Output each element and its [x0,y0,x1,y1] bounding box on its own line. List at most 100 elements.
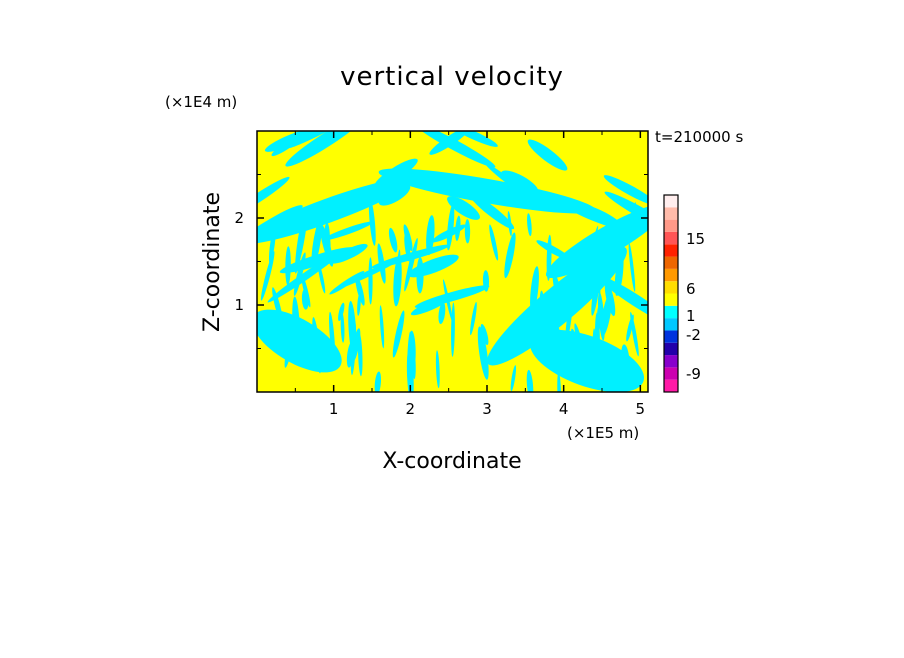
negative-velocity-stripe [404,238,418,292]
negative-velocity-stripe [510,365,517,392]
negative-velocity-stripe [338,302,345,322]
negative-velocity-stripe [530,266,539,314]
colorbar-band [664,355,678,368]
negative-velocity-stripe [393,255,402,307]
x-tick-label: 3 [482,400,492,418]
heatmap-field [257,131,648,392]
negative-velocity-band [271,131,308,157]
negative-velocity-stripe [464,219,471,244]
negative-velocity-band [414,285,490,308]
y-axis-ticks: 12 [234,174,648,349]
x-tick-label: 5 [636,400,646,418]
negative-velocity-stripe [504,232,516,279]
negative-velocity-stripe [527,213,532,237]
negative-velocity-stripe [435,350,440,389]
y-tick-label: 2 [234,209,244,227]
negative-velocity-stripe [311,217,323,268]
colorbar-band [664,342,678,356]
negative-velocity-region [529,329,645,392]
negative-velocity-band [449,131,498,147]
negative-velocity-stripe [626,314,634,342]
negative-velocity-stripe [293,252,306,296]
negative-velocity-stripe [317,262,326,294]
colorbar-label: 1 [686,307,696,325]
colorbar-band [664,379,678,392]
colorbar-band [664,268,678,282]
negative-velocity-stripe [357,292,361,316]
negative-velocity-stripe [628,242,636,292]
negative-velocity-stripe [477,326,489,380]
x-tick-label: 4 [559,400,569,418]
negative-velocity-band [429,131,471,155]
negative-velocity-stripe [285,246,291,286]
negative-velocity-stripe [297,221,307,269]
negative-velocity-band [285,131,367,167]
x-axis-label: X-coordinate [382,449,521,474]
negative-velocity-stripe [470,302,477,336]
negative-velocity-stripe [443,279,453,322]
negative-velocity-stripe [340,312,345,343]
colorbar-label: -9 [686,365,701,383]
negative-velocity-stripe [489,224,499,261]
negative-velocity-stripe [388,227,398,253]
negative-velocity-stripe [451,302,455,357]
negative-velocity-stripe [446,204,455,251]
y-tick-label: 1 [234,296,244,314]
colorbar-band [664,367,678,380]
negative-velocity-band [603,175,648,206]
negative-velocity-stripe [480,323,489,345]
y-unit-label: (×1E4 m) [165,93,237,111]
negative-velocity-stripe [407,331,412,382]
negative-velocity-stripe [416,257,424,294]
negative-velocity-stripe [455,215,461,241]
negative-velocity-band [469,193,515,230]
negative-velocity-stripe [294,219,304,274]
colorbar-label: -2 [686,326,701,344]
negative-velocity-stripe [260,251,275,301]
colorbar-band [664,195,678,208]
colorbar-band [664,305,678,319]
negative-velocity-region [545,203,648,279]
negative-velocity-stripe [319,223,334,267]
colorbar-band [664,231,678,245]
colorbar: 15 6 1-2 -9 [663,194,705,393]
colorbar-frame [663,194,679,393]
negative-velocity-stripe [482,270,490,292]
chart-title: vertical velocity [340,62,564,92]
negative-velocity-stripe [377,243,386,284]
x-axis-ticks: 1 2 3 4 5 [294,131,646,418]
negative-velocity-band [447,196,480,220]
negative-velocity-region [487,246,627,366]
negative-velocity-stripe [374,371,382,392]
negative-velocity-stripe [604,281,616,317]
colorbar-band [664,256,678,269]
negative-velocity-stripe [346,341,354,368]
time-label: t=210000 s [655,128,743,146]
x-tick-label: 2 [406,400,416,418]
negative-velocity-band [414,131,496,168]
negative-velocity-stripe [526,369,534,392]
x-tick-label: 1 [329,400,339,418]
negative-velocity-stripe [507,211,512,237]
negative-velocity-stripe [557,372,562,392]
negative-velocity-band [257,176,290,217]
x-unit-label: (×1E5 m) [567,424,639,442]
colorbar-band [664,219,678,232]
negative-velocity-stripe [426,215,435,256]
colorbar-label: 15 [686,230,705,248]
negative-velocity-stripe [392,310,405,358]
negative-velocity-stripe [368,198,376,246]
negative-velocity-region [257,309,342,373]
negative-velocity-stripe [351,328,361,362]
colorbar-label: 6 [686,280,696,298]
colorbar-band [664,330,678,343]
negative-velocity-band [322,221,373,241]
colorbar-band [664,207,678,220]
colorbar-band [664,293,678,306]
y-axis-label: Z-coordinate [200,192,225,332]
negative-velocity-stripe [379,305,385,349]
negative-velocity-band [279,247,355,274]
negative-velocity-region [257,178,412,244]
